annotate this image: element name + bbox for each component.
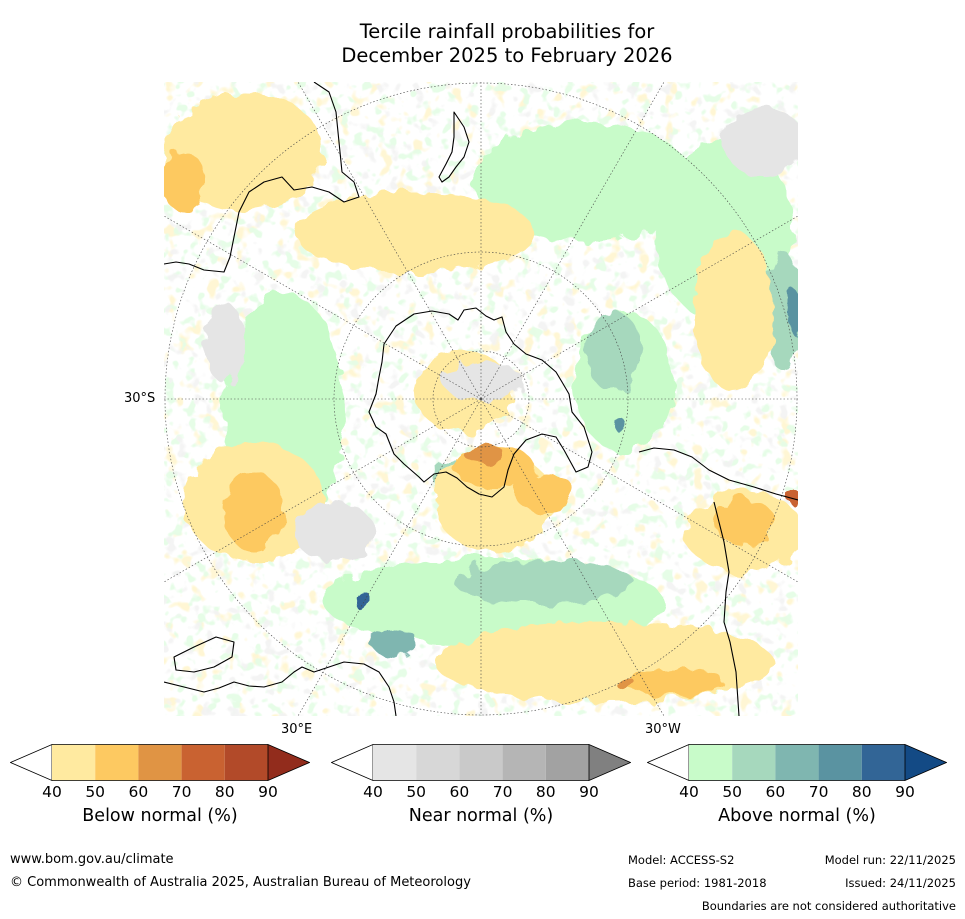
title-line-1: Tercile rainfall probabilities for	[359, 20, 655, 43]
near-bin-80	[545, 744, 589, 781]
africa-coastline	[164, 661, 397, 716]
below-bin-upper	[267, 744, 310, 781]
near-normal-label: Near normal (%)	[408, 806, 554, 826]
above-bin-60	[775, 744, 819, 781]
below-tick-label: 80	[214, 783, 235, 801]
near-tick-label: 80	[535, 783, 556, 801]
footer-model: Model: ACCESS-S2	[628, 853, 735, 867]
near-bin-60	[459, 744, 503, 781]
above-tick-label: 80	[851, 783, 872, 801]
new-zealand-coastline	[438, 111, 470, 183]
longitude-label-30w: 30°W	[645, 722, 681, 737]
below-bin-60	[138, 744, 182, 781]
below-tick-label: 60	[128, 783, 149, 801]
near-bin-lower	[331, 744, 374, 781]
above-bin-70	[818, 744, 862, 781]
madagascar-coastline	[173, 636, 235, 673]
above-bin-50	[732, 744, 776, 781]
footer-base-period: Base period: 1981-2018	[628, 876, 767, 890]
near-tick-label: 40	[363, 783, 383, 801]
australia-coastline	[164, 82, 360, 273]
title-line-2: December 2025 to February 2026	[341, 44, 673, 67]
above-tick-label: 50	[722, 783, 743, 801]
above-normal-label: Above normal (%)	[718, 806, 876, 826]
below-tick-label: 40	[42, 783, 62, 801]
near-tick-label: 90	[579, 783, 599, 801]
above-bin-80	[861, 744, 905, 781]
footer-issued: Issued: 24/11/2025	[845, 876, 956, 890]
near-tick-label: 60	[449, 783, 470, 801]
map-title: Tercile rainfall probabilities for Decem…	[0, 20, 965, 68]
footer-copyright: © Commonwealth of Australia 2025, Austra…	[10, 875, 471, 890]
near-normal-ticks: 40 50 60 70 80 90	[331, 783, 631, 803]
below-bin-lower	[10, 744, 53, 781]
above-normal-colorbar	[647, 744, 947, 781]
near-bin-40	[373, 744, 417, 781]
below-tick-label: 50	[85, 783, 106, 801]
above-normal-ticks: 40 50 60 70 80 90	[647, 783, 947, 803]
below-tick-label: 70	[171, 783, 192, 801]
below-bin-50	[95, 744, 139, 781]
footer-url[interactable]: www.bom.gov.au/climate	[10, 852, 174, 867]
above-bin-40	[689, 744, 733, 781]
coastlines	[164, 82, 798, 716]
latitude-label-30s: 30°S	[124, 391, 156, 406]
near-tick-label: 70	[492, 783, 513, 801]
below-normal-label: Below normal (%)	[82, 806, 238, 826]
graticule	[164, 82, 798, 716]
longitude-label-30e: 30°E	[281, 722, 313, 737]
footer-disclaimer: Boundaries are not considered authoritat…	[701, 899, 956, 913]
near-tick-label: 50	[406, 783, 427, 801]
below-bin-80	[224, 744, 268, 781]
above-bin-upper	[904, 744, 947, 781]
antarctica-coastline	[368, 307, 593, 498]
below-tick-label: 90	[258, 783, 278, 801]
near-bin-50	[416, 744, 460, 781]
below-normal-ticks: 40 50 60 70 80 90	[10, 783, 310, 803]
south-america-west	[713, 501, 740, 716]
below-normal-colorbar	[10, 744, 310, 781]
map-svg	[164, 82, 798, 716]
near-normal-colorbar	[331, 744, 631, 781]
above-tick-label: 90	[895, 783, 915, 801]
near-bin-70	[502, 744, 546, 781]
footer-model-run: Model run: 22/11/2025	[824, 853, 956, 867]
below-bin-70	[181, 744, 225, 781]
above-bin-lower	[647, 744, 690, 781]
south-america-coastline	[638, 447, 798, 501]
below-bin-40	[52, 744, 96, 781]
near-bin-upper	[588, 744, 631, 781]
polar-rainfall-map[interactable]	[164, 82, 798, 716]
above-tick-label: 40	[679, 783, 699, 801]
above-tick-label: 60	[765, 783, 786, 801]
above-tick-label: 70	[808, 783, 829, 801]
